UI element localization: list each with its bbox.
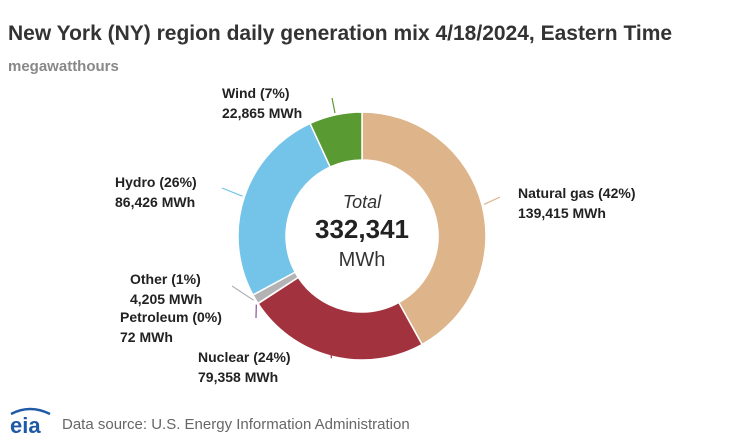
center-label-value: 332,341: [315, 214, 409, 244]
slice-value-natural-gas: 139,415 MWh: [518, 205, 606, 221]
slice-label-hydro: Hydro (26%): [115, 174, 197, 190]
leader-line-wind: [331, 97, 336, 114]
slice-label-other: Other (1%): [130, 271, 201, 287]
slice-value-petroleum: 72 MWh: [120, 329, 173, 345]
slice-label-natural-gas: Natural gas (42%): [518, 185, 635, 201]
svg-text:eia: eia: [10, 413, 41, 436]
slice-label-nuclear: Nuclear (24%): [198, 349, 291, 365]
leader-line-nuclear: [329, 347, 333, 359]
footer: eia Data source: U.S. Energy Information…: [8, 406, 410, 436]
donut-chart: Natural gas (42%) 139,415 MWh Nuclear (24%…: [115, 85, 635, 385]
leader-line-natural-gas: [483, 196, 501, 206]
leader-line-hydro: [221, 187, 243, 197]
slice-label-petroleum: Petroleum (0%): [120, 309, 222, 325]
slice-nuclear[interactable]: [256, 276, 424, 361]
eia-logo: eia: [10, 407, 51, 436]
chart-title: New York (NY) region daily generation mi…: [8, 22, 673, 45]
center-label-unit: MWh: [339, 249, 386, 271]
center-label-total: Total: [343, 192, 382, 212]
leader-line-other: [231, 285, 254, 301]
slice-value-other: 4,205 MWh: [130, 291, 202, 307]
slice-value-hydro: 86,426 MWh: [115, 194, 195, 210]
slice-value-nuclear: 79,358 MWh: [198, 369, 278, 385]
chart-subtitle: megawatthours: [8, 58, 119, 75]
slice-wind[interactable]: [309, 111, 363, 168]
data-source: Data source: U.S. Energy Information Adm…: [62, 415, 410, 433]
slice-natural-gas[interactable]: [361, 111, 487, 346]
slice-hydro[interactable]: [237, 122, 332, 296]
slice-label-wind: Wind (7%): [222, 85, 290, 101]
slice-value-wind: 22,865 MWh: [222, 105, 302, 121]
